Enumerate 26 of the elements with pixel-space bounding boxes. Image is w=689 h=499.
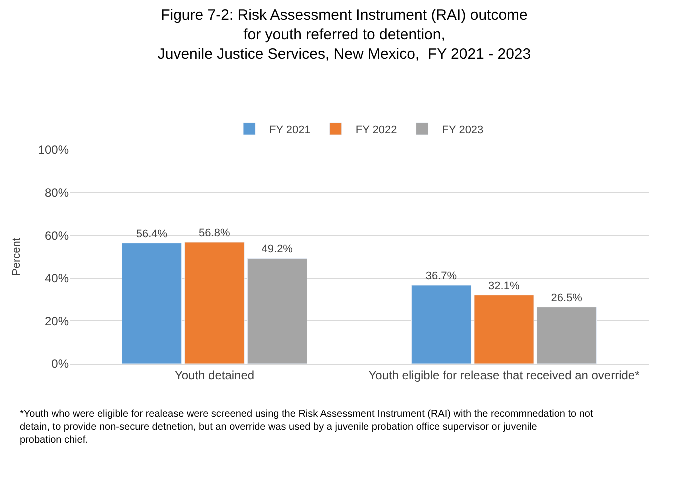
x-tick-label: Youth detained	[174, 368, 255, 382]
data-label: 56.4%	[136, 228, 168, 240]
data-label: 36.7%	[426, 270, 458, 282]
y-tick-label: 40%	[44, 272, 70, 286]
data-label: 56.8%	[199, 227, 230, 240]
data-label: 49.2%	[262, 244, 294, 256]
bar	[411, 285, 472, 364]
data-label: 32.1%	[488, 280, 520, 292]
y-axis-title: Percent	[10, 238, 23, 276]
x-tick-label: Youth eligible for release that received an override*	[368, 368, 640, 382]
chart-title: Figure 7-2: Risk Assessment Instrument (RAI) outcome for youth referred to detention, Juvenile Justice Services, New Mexico, FY 2021 - 2023	[158, 6, 532, 63]
legend-label: FY 2023	[442, 124, 484, 136]
y-tick-label: 80%	[44, 186, 70, 200]
text: *Youth who were eligible for realease were screened using the Risk Assessment Instrument (RAI) with the recommnedation to not detain, to provide non-secure detnetion, but an override was used by a juvenile probation office supervisor or juvenile probation chief.	[20, 409, 594, 446]
y-tick-label: 20%	[44, 314, 70, 328]
bar	[184, 242, 245, 364]
y-tick-label: 60%	[44, 228, 70, 243]
data-label: 26.5%	[551, 292, 583, 304]
y-tick-label: 100%	[38, 143, 70, 158]
bar	[536, 307, 598, 364]
bar	[122, 243, 182, 364]
legend-label: FY 2021	[270, 124, 311, 136]
legend-label: FY 2022	[356, 124, 398, 136]
y-tick-label: 0%	[52, 357, 70, 372]
bar	[474, 295, 534, 364]
bar	[247, 258, 308, 364]
